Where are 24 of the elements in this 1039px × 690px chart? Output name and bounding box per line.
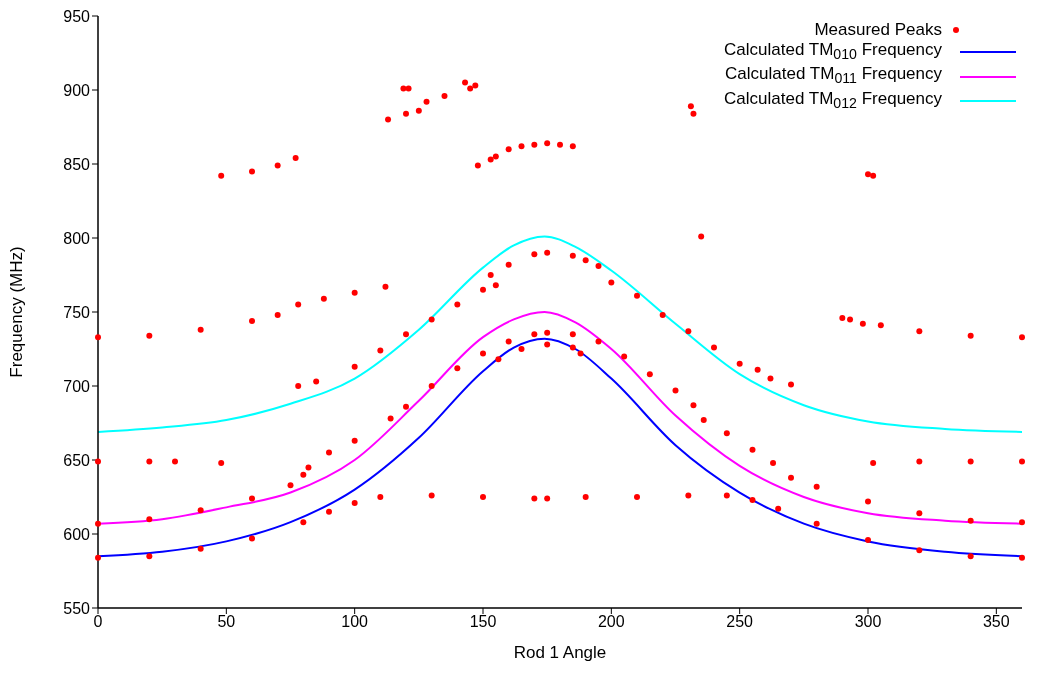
y-axis-title: Frequency (MHz) <box>7 246 27 378</box>
x-tick-label: 50 <box>217 613 236 631</box>
x-tick-label: 300 <box>854 613 882 631</box>
y-tick-label: 800 <box>63 229 91 247</box>
legend-label: Calculated TM$_{011}$ Frequency <box>725 64 942 89</box>
x-tick-label: 200 <box>597 613 625 631</box>
y-tick-label: 700 <box>63 377 91 395</box>
x-axis-title: Rod 1 Angle <box>513 643 607 662</box>
y-tick-label: 550 <box>63 599 91 617</box>
y-tick-label: 900 <box>63 81 91 99</box>
x-tick-label: 100 <box>341 613 369 631</box>
x-tick-label: 250 <box>726 613 754 631</box>
y-tick-label: 750 <box>63 303 91 321</box>
legend-label: Measured Peaks <box>814 20 942 40</box>
legend-label: Calculated TM$_{012}$ Frequency <box>724 88 942 114</box>
x-tick-label: 0 <box>93 613 103 631</box>
x-tick-label: 350 <box>982 613 1010 631</box>
y-tick-label: 950 <box>63 7 91 25</box>
line-series <box>98 235 1022 433</box>
x-tick-label: 150 <box>469 613 497 631</box>
y-tick-label: 850 <box>63 155 91 173</box>
y-tick-label: 600 <box>63 525 91 543</box>
legend-label: Calculated TM$_{010}$ Frequency <box>724 40 942 65</box>
y-tick-label: 650 <box>63 451 91 469</box>
